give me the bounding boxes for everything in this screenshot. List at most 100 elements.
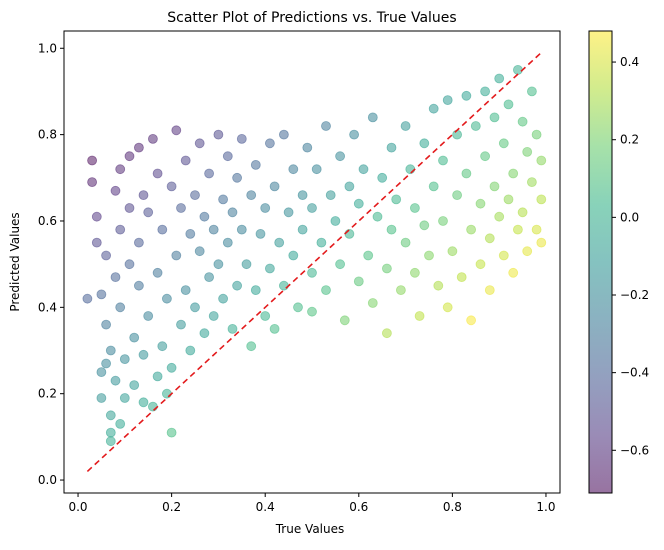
scatter-point (428, 181, 439, 192)
scatter-point (386, 142, 397, 153)
scatter-point (522, 246, 533, 257)
scatter-point (372, 211, 383, 222)
scatter-point (517, 116, 528, 127)
y-tick-label: 0.2 (38, 387, 57, 401)
scatter-point (433, 280, 444, 291)
scatter-point (232, 280, 243, 291)
scatter-point (428, 103, 439, 114)
scatter-point (527, 86, 537, 97)
scatter-point (227, 323, 238, 334)
plot-frame (63, 30, 561, 494)
x-axis: 0.0 0.2 0.4 0.6 0.8 1.0 (68, 493, 556, 514)
scatter-point (503, 194, 514, 205)
scatter-point (124, 151, 135, 162)
scatter-point (335, 259, 346, 270)
scatter-point (105, 436, 116, 447)
colorbar-tick-label: −0.6 (620, 443, 649, 457)
scatter-point (484, 285, 495, 296)
scatter-point (363, 250, 374, 261)
scatter-point (288, 250, 299, 261)
scatter-point (297, 224, 308, 235)
scatter-point (161, 293, 172, 304)
scatter-point (456, 272, 467, 283)
scatter-point (110, 272, 121, 283)
scatter-point (316, 237, 327, 248)
scatter-point (424, 250, 434, 261)
scatter-point (377, 172, 388, 183)
scatter-point (522, 146, 533, 157)
scatter-point (442, 95, 453, 105)
scatter-point (213, 129, 224, 140)
scatter-point (536, 237, 547, 248)
scatter-point (129, 380, 140, 391)
scatter-point (180, 285, 191, 296)
scatter-point (513, 65, 523, 75)
scatter-point (105, 345, 116, 356)
scatter-point (494, 211, 505, 222)
x-tick-label: 0.2 (162, 500, 181, 514)
colorbar-tick-label: 0.2 (620, 133, 639, 147)
scatter-point (241, 259, 252, 270)
scatter-point (264, 263, 275, 274)
scatter-point (409, 267, 420, 278)
scatter-point (176, 203, 186, 213)
scatter-point (190, 190, 200, 201)
x-tick-label: 0.6 (349, 500, 368, 514)
scatter-point (391, 194, 402, 205)
scatter-point (381, 328, 392, 339)
scatter-point (269, 323, 280, 334)
scatter-point (255, 228, 266, 239)
scatter-point (194, 138, 205, 149)
scatter-point (452, 129, 463, 140)
scatter-point (133, 280, 144, 291)
scatter-point (185, 345, 196, 356)
scatter-point (513, 224, 523, 235)
scatter-point (147, 401, 158, 412)
colorbar: −0.6 −0.4 −0.2 0.0 0.2 0.4 (588, 30, 649, 494)
scatter-point (115, 302, 126, 313)
scatter-point (185, 228, 196, 239)
scatter-point (353, 198, 364, 209)
scatter-point (222, 237, 233, 248)
scatter-point (400, 237, 411, 248)
scatter-point (278, 129, 289, 140)
colorbar-gradient (589, 31, 612, 493)
scatter-point (339, 315, 350, 326)
scatter-point (480, 86, 491, 97)
scatter-point (124, 203, 135, 213)
scatter-point (386, 224, 397, 235)
scatter-point (152, 371, 163, 382)
scatter-point (138, 397, 149, 408)
scatter-point (147, 133, 158, 144)
scatter-point (138, 190, 149, 201)
scatter-point (527, 177, 537, 188)
scatter-point (349, 129, 360, 140)
scatter-point (335, 151, 346, 162)
scatter-point (466, 315, 477, 326)
scatter-point (101, 250, 111, 261)
scatter-point (115, 418, 126, 429)
x-axis-label: True Values (275, 522, 345, 536)
scatter-point (96, 289, 107, 300)
scatter-point (278, 280, 289, 291)
scatter-point (204, 272, 215, 283)
scatter-point (325, 190, 336, 201)
reference-line (86, 52, 542, 472)
x-tick-label: 0.8 (443, 500, 462, 514)
scatter-point (536, 194, 547, 205)
y-tick-label: 0.8 (38, 128, 57, 142)
scatter-point (508, 168, 519, 179)
scatter-point (517, 207, 528, 218)
scatter-point (91, 211, 102, 222)
scatter-point (199, 211, 210, 222)
scatter-point (166, 362, 177, 373)
scatter-point (250, 159, 261, 170)
scatter-point (166, 427, 177, 438)
x-tick-label: 1.0 (536, 500, 555, 514)
scatter-point (152, 168, 163, 179)
scatter-point (199, 328, 210, 339)
scatter-point (503, 99, 514, 110)
scatter-point (466, 224, 477, 235)
scatter-point (208, 224, 219, 235)
scatter-point (367, 112, 378, 123)
